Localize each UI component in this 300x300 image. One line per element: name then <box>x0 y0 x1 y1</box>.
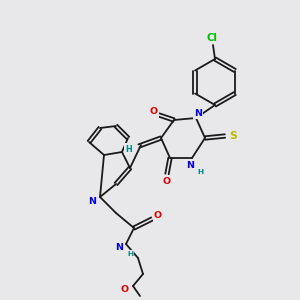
Text: N: N <box>186 161 194 170</box>
Text: S: S <box>229 131 237 141</box>
Text: N: N <box>115 242 123 251</box>
Text: H: H <box>197 169 203 175</box>
Text: H: H <box>126 145 132 154</box>
Text: O: O <box>121 286 129 295</box>
Text: Cl: Cl <box>206 33 218 43</box>
Text: O: O <box>150 107 158 116</box>
Text: H: H <box>127 251 133 257</box>
Text: N: N <box>194 109 202 118</box>
Text: O: O <box>163 176 171 185</box>
Text: O: O <box>154 212 162 220</box>
Text: N: N <box>88 197 96 206</box>
